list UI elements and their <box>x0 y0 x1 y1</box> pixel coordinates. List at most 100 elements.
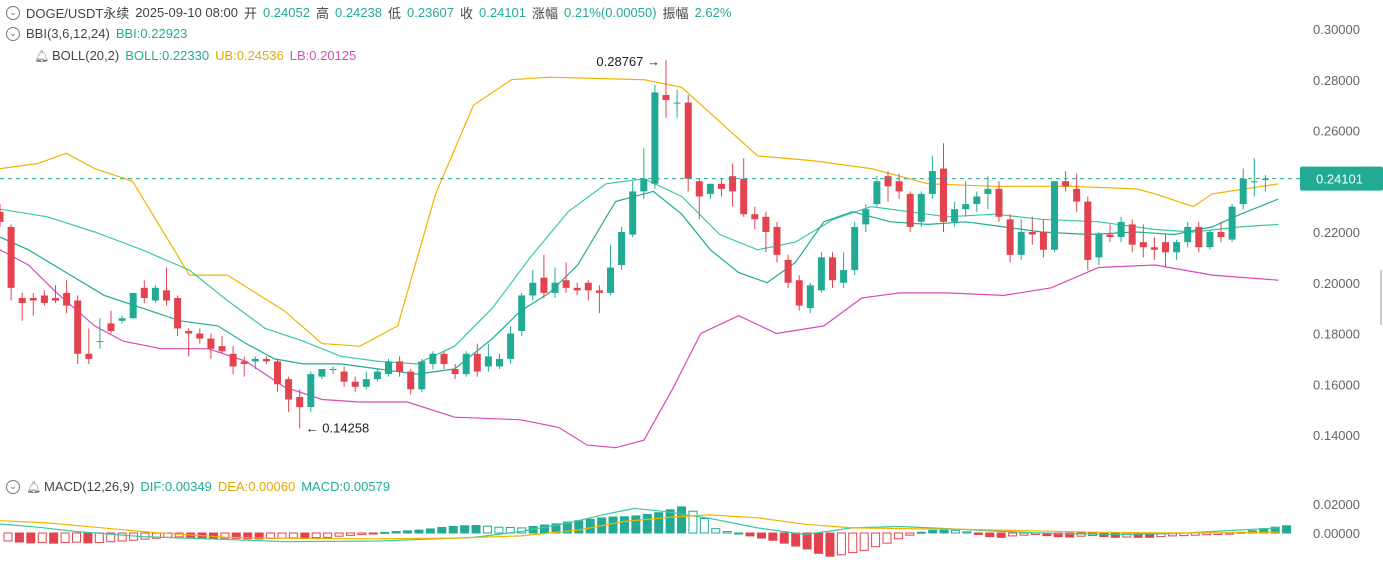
candle-body <box>329 369 337 371</box>
macd-histogram-bar <box>117 532 127 542</box>
candle-body <box>340 371 348 382</box>
candle-body <box>251 358 259 362</box>
candle-body <box>806 285 814 309</box>
candle-body <box>274 361 281 385</box>
macd-histogram-bar <box>37 532 47 544</box>
macd-histogram-bar <box>311 532 321 539</box>
symbol-label[interactable]: DOGE/USDT永续 <box>26 6 130 21</box>
candle-body <box>984 188 992 194</box>
candle-body <box>174 297 182 329</box>
candle-body <box>185 330 193 334</box>
candle-body <box>240 361 248 364</box>
macd-histogram-bar <box>551 523 561 534</box>
candle-body <box>851 226 859 271</box>
macd-histogram-bar <box>83 532 93 544</box>
macd-histogram-bar <box>49 532 59 544</box>
macd-histogram-bar <box>985 532 995 538</box>
macd-histogram-bar <box>1008 532 1018 537</box>
max-price-label: 0.28767 → <box>596 54 660 69</box>
candle-body <box>573 287 581 291</box>
dea-value: DEA:0.00060 <box>217 479 296 494</box>
macd-histogram-bar <box>460 525 470 534</box>
macd-histogram-bar <box>814 532 824 554</box>
candle-body <box>1184 226 1192 243</box>
dif-value: DIF:0.00349 <box>140 479 212 494</box>
macd-axis-tick: 0.00000 <box>1313 526 1360 541</box>
candle-body <box>1039 232 1047 250</box>
macd-histogram-bar <box>1282 525 1292 534</box>
candle-body <box>1217 232 1225 238</box>
candle-body <box>917 193 925 222</box>
candle-body <box>607 267 614 293</box>
low-label: 低 <box>387 6 401 21</box>
candle-body <box>1117 221 1125 238</box>
candle-body <box>718 183 725 189</box>
change-value: 0.21%(0.00050) <box>564 5 657 20</box>
macd-histogram-bar <box>574 520 584 534</box>
macd-histogram-bar <box>745 532 755 537</box>
macd-histogram-bar <box>1065 532 1075 538</box>
candle-body <box>140 287 148 298</box>
candle-body <box>218 346 226 352</box>
bell-icon[interactable]: 🔔︎ <box>34 48 50 63</box>
price-axis-tick: 0.26000 <box>1313 124 1360 139</box>
candle-body <box>0 211 4 222</box>
candle-body <box>1017 232 1025 255</box>
candle-body <box>373 371 381 380</box>
datetime-label: 2025-09-10 08:00 <box>135 5 238 20</box>
candle-body <box>973 196 981 205</box>
macd-histogram-bar <box>277 532 287 539</box>
candle-body <box>762 216 770 232</box>
candle-body <box>496 358 503 367</box>
candle-body <box>940 168 947 222</box>
candle-body <box>951 209 959 222</box>
low-value: 0.23607 <box>407 5 454 20</box>
candle-body <box>895 181 903 192</box>
open-value: 0.24052 <box>262 5 310 20</box>
candle-body <box>706 183 714 194</box>
candle-body <box>507 333 515 359</box>
candle-body <box>1084 201 1092 260</box>
macd-histogram-bar <box>380 531 390 534</box>
candle-body <box>562 280 570 288</box>
macd-axis-tick: 0.02000 <box>1313 497 1360 512</box>
bell-icon[interactable]: 🔔︎ <box>26 479 42 494</box>
candle-body <box>462 353 470 375</box>
boll-legend: 🔔︎ BOLL(20,2) BOLL:0.22330 UB:0.24536 LB… <box>34 48 362 63</box>
candle-body <box>52 297 59 301</box>
boll-ub-value: UB:0.24536 <box>215 48 284 63</box>
macd-name[interactable]: MACD(12,26,9) <box>44 479 135 494</box>
candle-body <box>1095 234 1103 258</box>
macd-histogram-bar <box>357 532 367 535</box>
macd-histogram-bar <box>905 532 915 536</box>
boll-mid-value: BOLL:0.22330 <box>125 48 210 63</box>
macd-histogram-bar <box>756 532 766 539</box>
bbi-name[interactable]: BBI(3,6,12,24) <box>26 26 110 41</box>
candle-body <box>40 295 48 304</box>
price-axis-tick: 0.16000 <box>1313 377 1360 392</box>
macd-histogram-bar <box>1053 532 1063 538</box>
candle-body <box>773 226 781 255</box>
boll-middle-band <box>0 178 1279 365</box>
scrollbar-handle <box>1380 270 1382 325</box>
candle-body <box>1073 188 1081 202</box>
bbi-value: BBI:0.22923 <box>115 26 188 41</box>
candle-body <box>362 379 370 387</box>
candle-body <box>207 338 215 349</box>
candle-body <box>229 353 237 367</box>
macd-histogram-bar <box>951 529 961 534</box>
chevron-down-icon[interactable]: ⌄ <box>6 26 20 41</box>
candle-body <box>63 292 71 306</box>
candle-body <box>751 214 759 220</box>
candle-body <box>995 188 1003 217</box>
macd-histogram-bar <box>3 532 13 542</box>
candle-body <box>1162 242 1169 253</box>
candle-body <box>484 356 492 367</box>
macd-histogram-bar <box>106 532 116 543</box>
chevron-down-icon[interactable]: ⌄ <box>6 5 20 20</box>
candle-body <box>1006 219 1014 255</box>
macd-histogram-bar <box>471 524 481 534</box>
candle-body <box>862 209 870 225</box>
boll-name[interactable]: BOLL(20,2) <box>52 48 120 63</box>
chevron-down-icon[interactable]: ⌄ <box>6 479 20 494</box>
